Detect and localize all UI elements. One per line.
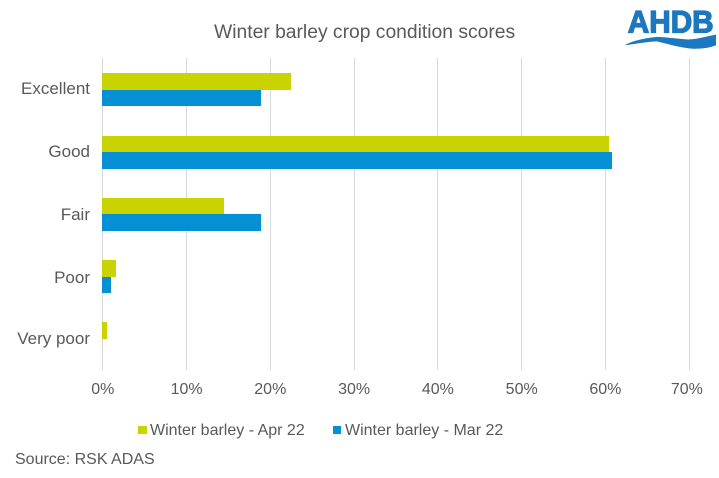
svg-text:AHDB: AHDB	[628, 6, 714, 40]
